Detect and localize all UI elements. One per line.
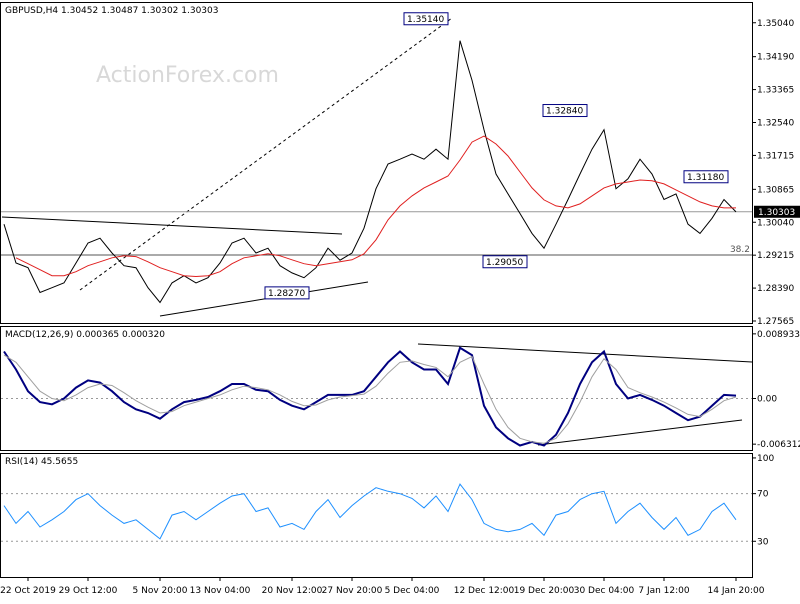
series-line	[3, 346, 737, 447]
x-tick-label: 12 Dec 12:00	[454, 586, 515, 596]
x-tick-label: 13 Nov 04:00	[190, 586, 251, 596]
y-tick-label: 1.28390	[757, 284, 794, 294]
level-label: 1.29050	[486, 258, 523, 268]
y-tick-label: 70	[757, 490, 769, 500]
level-box	[683, 170, 729, 184]
y-tick-label: 0.00	[757, 394, 777, 404]
y-tick-label: 1.27565	[757, 317, 794, 327]
x-tick-label: 22 Oct 2019	[0, 586, 56, 596]
trend-line	[159, 281, 369, 317]
series-line	[3, 354, 737, 444]
y-tick-label: 1.34190	[757, 53, 794, 63]
trend-line	[417, 343, 753, 363]
rsi-panel	[0, 453, 753, 578]
y-tick-label: 1.29215	[757, 251, 794, 261]
series-line	[15, 135, 736, 278]
x-tick-label: 19 Dec 20:00	[514, 586, 575, 596]
level-label: 1.31180	[687, 173, 724, 183]
y-tick-label: 30	[757, 537, 769, 547]
x-tick-label: 14 Jan 20:00	[708, 586, 765, 596]
watermark: ActionForex.com	[96, 63, 279, 88]
macd-title: MACD(12,26,9) 0.000365 0.000320	[5, 330, 165, 340]
level-box	[403, 12, 449, 26]
level-label: 1.35140	[407, 15, 444, 25]
y-tick-label: 100	[757, 454, 774, 464]
series-line	[3, 483, 737, 540]
y-tick-label: 1.30865	[757, 185, 794, 195]
x-tick-label: 27 Nov 20:00	[322, 586, 383, 596]
current-price-box	[754, 205, 800, 218]
x-tick-label: 5 Dec 04:00	[385, 586, 440, 596]
x-tick-label: 29 Oct 12:00	[59, 586, 118, 596]
x-tick-label: 5 Nov 20:00	[133, 586, 188, 596]
series-line	[3, 40, 737, 304]
level-box	[482, 255, 528, 269]
y-tick-label: 1.30040	[757, 218, 794, 228]
y-tick-label: 1.35040	[757, 19, 794, 29]
rsi-title: RSI(14) 45.5655	[5, 457, 78, 467]
level-label: 1.28270	[268, 289, 305, 299]
chart-title: GBPUSD,H4 1.30452 1.30487 1.30302 1.3030…	[5, 6, 218, 16]
level-box	[264, 286, 310, 300]
level-box	[542, 104, 588, 118]
level-label: 1.32840	[546, 107, 583, 117]
fib-label: 38.2	[730, 245, 750, 255]
x-tick-label: 30 Dec 04:00	[574, 586, 635, 596]
trend-line	[79, 17, 453, 291]
current-price-label: 1.30303	[758, 208, 795, 218]
price-panel	[0, 2, 753, 324]
y-tick-label: -0.006312	[757, 440, 800, 450]
y-tick-label: 1.31715	[757, 151, 794, 161]
y-tick-label: 0.008933	[757, 330, 800, 340]
x-tick-label: 20 Nov 12:00	[262, 586, 323, 596]
trend-line	[1, 216, 343, 235]
y-tick-label: 1.33365	[757, 86, 794, 96]
x-tick-label: 7 Jan 12:00	[638, 586, 690, 596]
y-tick-label: 1.32540	[757, 119, 794, 129]
macd-panel	[0, 326, 753, 451]
trend-line	[537, 419, 743, 446]
